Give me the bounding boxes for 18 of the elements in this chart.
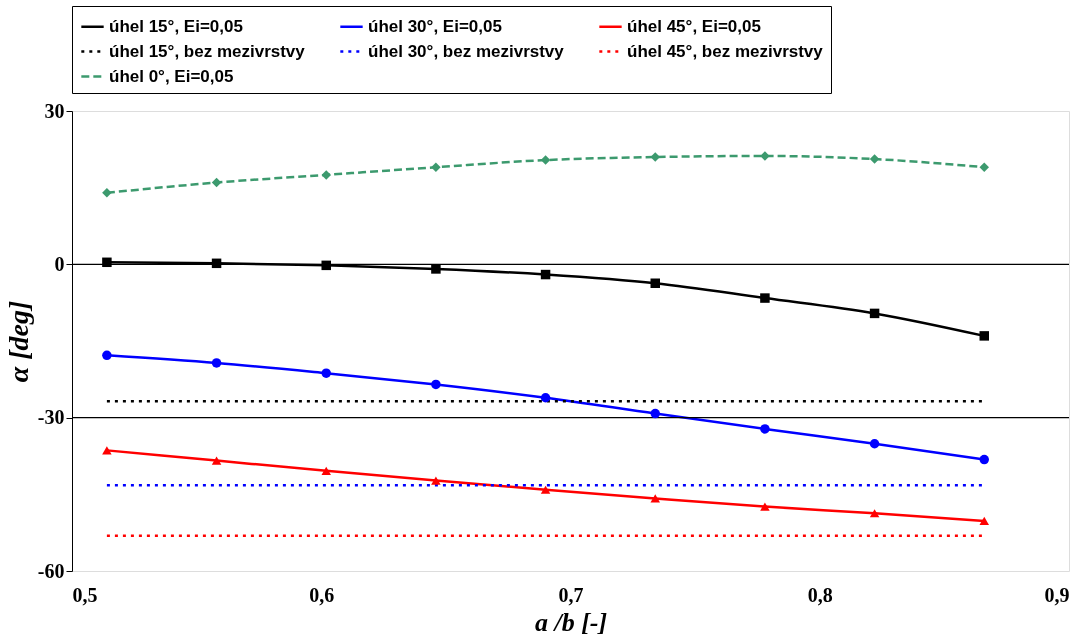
legend-label: úhel 45°, bez mezivrstvy [627,41,824,61]
x-tick-label: 0,7 [558,583,584,606]
legend-label: úhel 30°, bez mezivrstvy [368,41,565,61]
y-tick-label: -60 [37,559,65,582]
y-tick-label: 30 [44,99,65,122]
y-tick-label: -30 [37,406,65,429]
legend-label: úhel 30°, Ei=0,05 [368,16,502,36]
legend-label: úhel 15°, bez mezivrstvy [109,41,306,61]
x-tick-label: 0,6 [309,583,335,606]
y-tick-label: 0 [54,252,65,275]
legend-label: úhel 0°, Ei=0,05 [109,66,234,86]
x-tick-label: 0,8 [807,583,833,606]
y-axis-title: α [deg] [2,300,34,383]
x-axis-title: a /b [-] [534,607,608,637]
x-tick-label: 0,5 [72,583,98,606]
legend-label: úhel 15°, Ei=0,05 [109,16,243,36]
x-tick-label: 0,9 [1044,583,1070,606]
legend-label: úhel 45°, Ei=0,05 [627,16,761,36]
